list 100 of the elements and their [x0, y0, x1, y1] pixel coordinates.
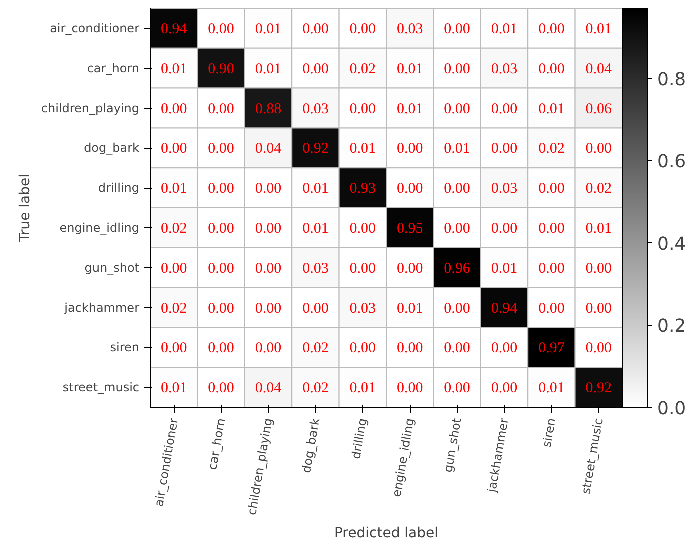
data-label: 0.00: [491, 340, 518, 357]
data-label: 0.00: [396, 181, 424, 198]
x-tick-label: car_horn: [206, 417, 228, 472]
data-label: 0.01: [160, 181, 188, 198]
data-label: 0.00: [208, 220, 234, 237]
data-label: 0.00: [538, 181, 565, 198]
data-label: 0.00: [444, 181, 470, 198]
data-label: 0.03: [302, 101, 329, 118]
x-tick-label: siren: [540, 417, 559, 449]
color-bar-label: 0.0: [658, 398, 686, 420]
data-label: 0.00: [350, 220, 376, 237]
color-bar-label: 0.2: [658, 316, 686, 338]
data-label: 0.01: [396, 101, 424, 118]
color-bar-label: 0.4: [658, 234, 686, 255]
data-label: 0.00: [538, 21, 565, 38]
data-label: 0.01: [160, 61, 188, 78]
data-label: 0.04: [586, 61, 613, 78]
data-label: 0.94: [160, 21, 188, 38]
data-label: 0.03: [491, 61, 518, 78]
data-label: 0.97: [538, 340, 566, 357]
data-label: 0.00: [302, 21, 329, 38]
data-label: 0.00: [444, 380, 470, 397]
y-tick-label: siren: [110, 340, 140, 355]
y-tick-label: engine_idling: [60, 220, 140, 235]
data-label: 0.00: [444, 101, 470, 118]
y-tick-label: drilling: [98, 181, 140, 196]
data-label: 0.01: [491, 21, 518, 38]
y-axis-title: True label: [17, 174, 34, 244]
y-tick-label: car_horn: [87, 61, 140, 76]
data-label: 0.00: [255, 181, 282, 198]
x-tick-label: dog_bark: [299, 417, 323, 474]
data-label: 0.88: [255, 101, 282, 118]
data-label: 0.01: [396, 61, 424, 78]
data-label: 0.00: [444, 220, 470, 237]
data-label: 0.00: [160, 101, 188, 118]
color-bar-label: 0.6: [658, 152, 686, 173]
data-label: 0.01: [396, 300, 424, 317]
data-label: 0.00: [491, 141, 518, 158]
data-label: 0.00: [255, 340, 282, 357]
data-label: 0.02: [302, 340, 329, 357]
data-label: 0.02: [160, 300, 188, 317]
data-label: 0.00: [208, 141, 234, 158]
data-label: 0.04: [255, 141, 282, 158]
data-label: 0.03: [302, 260, 329, 277]
data-label: 0.00: [491, 101, 518, 118]
data-label: 0.00: [208, 260, 234, 277]
data-label: 0.00: [396, 340, 424, 357]
y-tick-label: jackhammer: [64, 300, 140, 315]
data-label: 0.01: [302, 181, 329, 198]
data-label: 0.01: [586, 21, 612, 38]
data-label: 0.00: [396, 260, 424, 277]
data-label: 0.06: [586, 101, 613, 118]
data-label: 0.00: [350, 101, 376, 118]
data-label: 0.00: [208, 300, 234, 317]
data-label: 0.02: [350, 61, 376, 78]
data-label: 0.00: [255, 300, 282, 317]
data-label: 0.92: [302, 141, 329, 158]
data-label: 0.03: [491, 181, 518, 198]
data-label: 0.00: [208, 340, 234, 357]
y-tick-label: air_conditioner: [50, 21, 140, 36]
data-label: 0.94: [491, 300, 518, 317]
x-axis-title: Predicted label: [334, 526, 439, 542]
data-label: 0.00: [160, 141, 188, 158]
data-label: 0.92: [586, 380, 612, 397]
data-label: 0.00: [538, 300, 565, 317]
data-label: 0.00: [586, 340, 612, 357]
data-label: 0.01: [350, 380, 376, 397]
x-tick-label: drilling: [349, 417, 370, 460]
data-label: 0.00: [538, 220, 565, 237]
data-label: 0.00: [255, 260, 282, 277]
data-label: 0.00: [586, 260, 612, 277]
y-tick-label: gun_shot: [84, 260, 140, 275]
data-label: 0.00: [491, 220, 518, 237]
data-label: 0.00: [444, 21, 470, 38]
data-label: 0.00: [208, 21, 234, 38]
data-label: 0.00: [444, 61, 470, 78]
data-label: 0.03: [350, 300, 376, 317]
data-label: 0.00: [208, 101, 234, 118]
data-label: 0.01: [586, 220, 612, 237]
data-label: 0.00: [255, 220, 282, 237]
data-label: 0.00: [538, 260, 565, 277]
data-label: 0.02: [302, 380, 329, 397]
data-label: 0.96: [444, 260, 471, 277]
data-label: 0.00: [586, 141, 612, 158]
data-label: 0.03: [396, 21, 424, 38]
data-label: 0.00: [160, 260, 188, 277]
data-label: 0.01: [538, 380, 565, 397]
data-label: 0.01: [444, 141, 470, 158]
data-label: 0.00: [208, 181, 234, 198]
data-label: 0.00: [302, 61, 329, 78]
data-label: 0.01: [491, 260, 518, 277]
data-label: 0.01: [538, 101, 565, 118]
data-label: 0.95: [396, 220, 424, 237]
data-label: 0.00: [586, 300, 612, 317]
y-tick-label: dog_bark: [84, 141, 140, 156]
data-label: 0.00: [538, 61, 565, 78]
data-label: 0.00: [350, 340, 376, 357]
data-label: 0.02: [538, 141, 565, 158]
data-label: 0.00: [396, 141, 424, 158]
y-tick-label: children_playing: [41, 101, 140, 116]
